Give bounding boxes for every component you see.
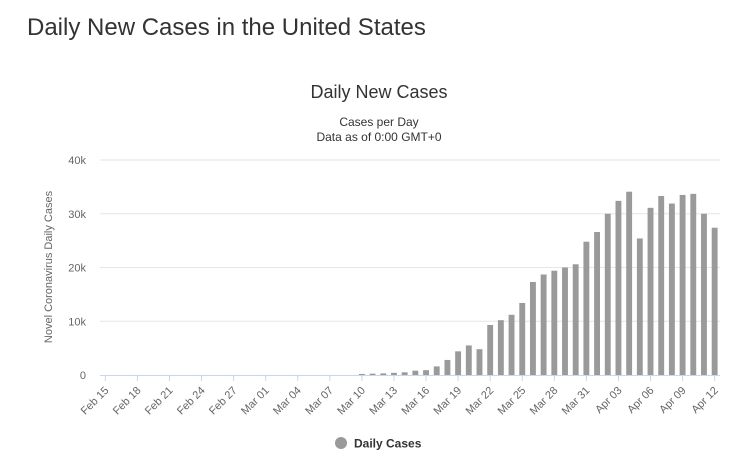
bar[interactable] xyxy=(455,351,462,375)
bar[interactable] xyxy=(711,227,718,375)
chart-title: Daily New Cases xyxy=(310,82,447,102)
bar[interactable] xyxy=(529,282,536,375)
bar[interactable] xyxy=(444,359,451,375)
x-tick-label: Mar 28 xyxy=(528,385,561,418)
x-tick-label: Mar 22 xyxy=(464,385,497,418)
x-tick-label: Mar 01 xyxy=(239,385,272,418)
bar[interactable] xyxy=(497,320,504,375)
x-tick-label: Mar 13 xyxy=(367,385,400,418)
bar[interactable] xyxy=(369,373,376,375)
bar[interactable] xyxy=(508,314,515,375)
chart-subtitle-line-1: Cases per Day xyxy=(339,115,418,129)
bar[interactable] xyxy=(615,200,622,375)
bar[interactable] xyxy=(647,207,654,375)
bar[interactable] xyxy=(594,232,601,375)
bar[interactable] xyxy=(412,370,419,375)
legend-item-daily-cases[interactable]: Daily Cases xyxy=(335,437,422,451)
bar[interactable] xyxy=(562,267,568,376)
y-axis-title: Novel Coronavirus Daily Cases xyxy=(43,190,55,343)
x-tick-label: Feb 15 xyxy=(79,385,112,418)
bar[interactable] xyxy=(465,345,472,375)
x-tick-label: Mar 25 xyxy=(496,385,529,418)
x-tick-label: Apr 03 xyxy=(593,385,624,416)
x-tick-label: Apr 09 xyxy=(657,385,688,416)
bar[interactable] xyxy=(668,203,675,375)
bar[interactable] xyxy=(487,325,494,375)
legend-label: Daily Cases xyxy=(354,437,422,451)
bar[interactable] xyxy=(690,193,697,375)
x-tick-label: Mar 31 xyxy=(560,385,593,418)
bar[interactable] xyxy=(583,241,590,375)
bar[interactable] xyxy=(519,302,526,375)
x-tick-label: Apr 12 xyxy=(689,385,720,416)
bar[interactable] xyxy=(423,370,429,375)
bars xyxy=(358,191,718,376)
y-tick-label: 40k xyxy=(68,155,86,167)
bar[interactable] xyxy=(626,191,633,375)
legend-marker xyxy=(335,437,347,449)
x-tick-label: Feb 24 xyxy=(175,385,208,418)
bar[interactable] xyxy=(476,349,483,375)
bar[interactable] xyxy=(540,274,547,375)
bar[interactable] xyxy=(380,373,387,375)
bar[interactable] xyxy=(658,196,665,375)
x-tick-label: Mar 10 xyxy=(335,385,368,418)
bar[interactable] xyxy=(636,238,643,375)
y-tick-label: 30k xyxy=(68,209,86,221)
page-title: Daily New Cases in the United States xyxy=(27,14,426,41)
chart-subtitle-line-2: Data as of 0:00 GMT+0 xyxy=(316,130,441,144)
y-tick-label: 10k xyxy=(68,316,86,328)
x-tick-label: Feb 18 xyxy=(111,385,144,418)
bar[interactable] xyxy=(391,372,397,375)
x-tick-label: Apr 06 xyxy=(625,385,656,416)
bar[interactable] xyxy=(679,194,686,375)
bar[interactable] xyxy=(572,264,579,375)
y-tick-label: 20k xyxy=(68,263,86,275)
x-tick-label: Mar 07 xyxy=(303,385,336,418)
bar[interactable] xyxy=(701,213,707,375)
bar[interactable] xyxy=(551,270,558,375)
bar[interactable] xyxy=(358,373,365,375)
x-tick-label: Mar 16 xyxy=(399,385,432,418)
x-tick-label: Mar 19 xyxy=(432,385,465,418)
bar[interactable] xyxy=(433,366,440,375)
y-tick-label: 0 xyxy=(80,370,86,382)
x-tick-label: Feb 21 xyxy=(143,385,176,418)
bar[interactable] xyxy=(401,372,408,375)
x-tick-label: Mar 04 xyxy=(271,385,304,418)
x-tick-label: Feb 27 xyxy=(207,385,240,418)
bar[interactable] xyxy=(604,213,611,375)
y-axis-ticks: 0 10k 20k 30k 40k xyxy=(68,155,86,382)
x-axis-ticks: Feb 15 Feb 18 Feb 21 Feb 24 Feb 27 Mar 01 Mar … xyxy=(79,375,721,417)
